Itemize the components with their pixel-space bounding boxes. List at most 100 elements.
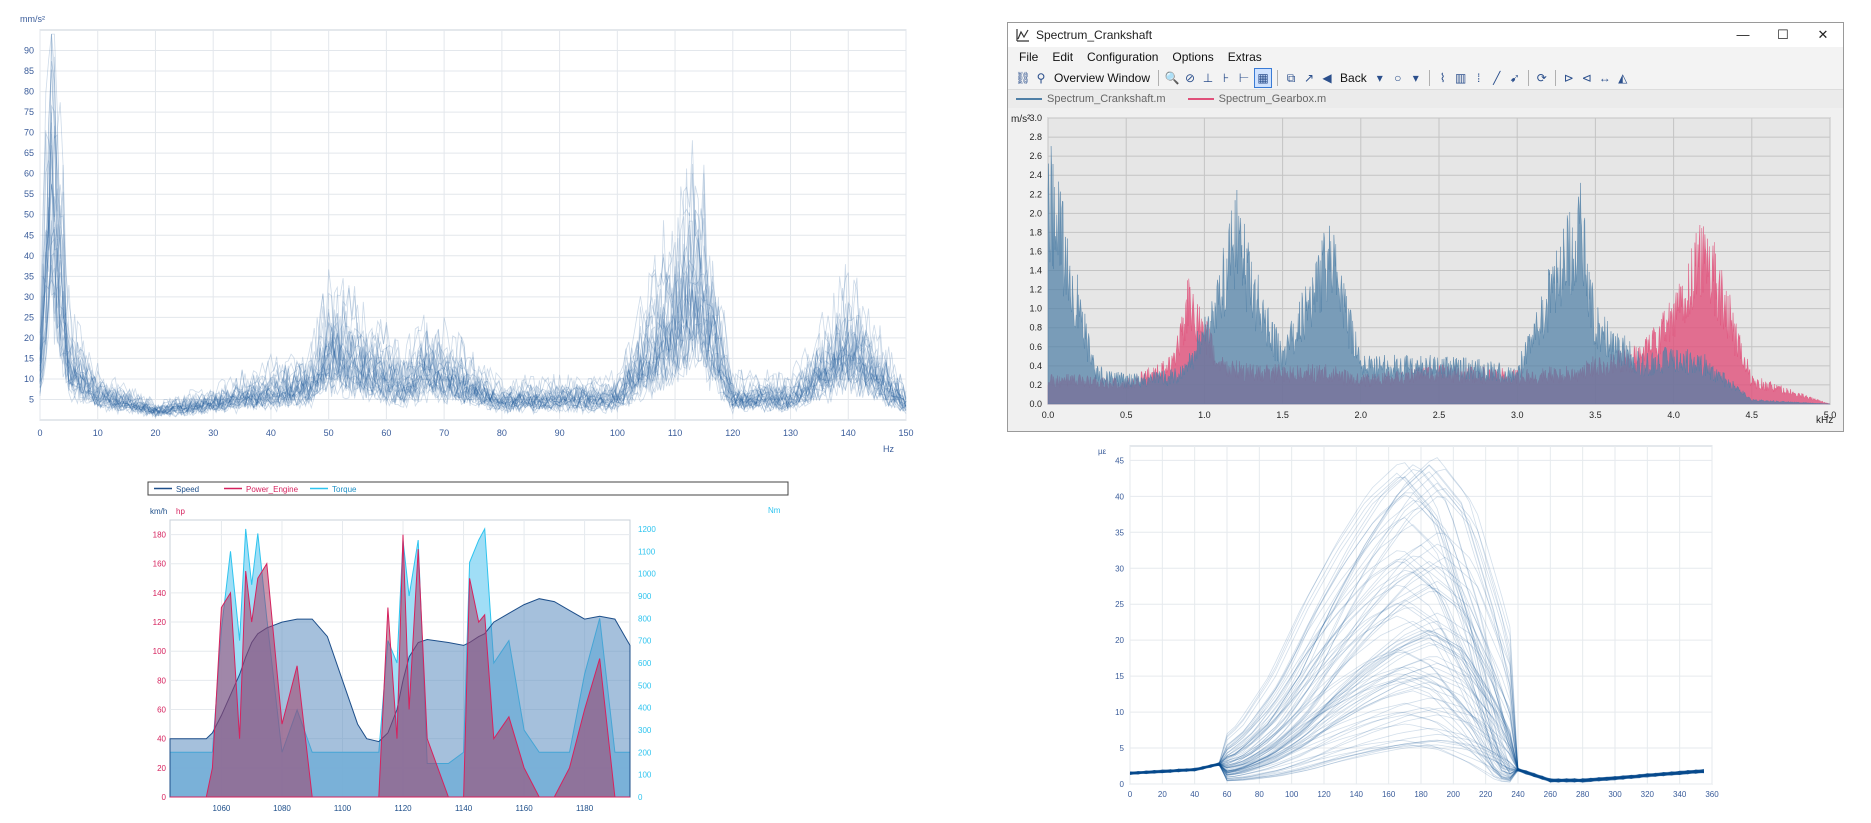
strain-trace <box>1129 637 1705 782</box>
strain-trace <box>1129 666 1704 782</box>
scale-icon[interactable]: ◭ <box>1618 71 1628 85</box>
x-tick-label: 140 <box>841 428 856 438</box>
strain-trace <box>1129 723 1705 782</box>
speed-tick-label: 60 <box>140 560 141 569</box>
cursor-icon[interactable]: ⁞ <box>1477 71 1481 85</box>
strain-trace <box>1129 507 1704 782</box>
close-button[interactable]: ✕ <box>1817 27 1829 42</box>
spectrum-plot-svg: mm/s² Hz 5 10 15 20 25 30 35 40 45 50 55 60 65 70 75 80… <box>20 14 914 454</box>
maximize-button[interactable]: ☐ <box>1777 27 1789 42</box>
strain-trace <box>1129 674 1704 783</box>
x-tick-label: 1180 <box>576 804 594 813</box>
x-tick-label: 1.0 <box>1198 410 1211 420</box>
overview-window-button[interactable]: Overview Window <box>1054 71 1151 85</box>
zoom-in-icon[interactable]: 🔍 <box>1164 71 1180 85</box>
axis-y-icon[interactable]: ⊦ <box>1222 71 1230 85</box>
x-unit-label: Hz <box>883 444 894 454</box>
x-tick-label: 10 <box>93 428 103 438</box>
x-tick-label: 90 <box>555 428 565 438</box>
back-arrow-icon[interactable]: ◀ <box>1322 71 1332 85</box>
chevron-down-icon[interactable]: ▾ <box>1376 71 1383 85</box>
y-tick-label: 85 <box>24 66 34 76</box>
menu-options[interactable]: Options <box>1172 50 1214 64</box>
strain-trace <box>1129 651 1704 783</box>
spectrum-trace <box>39 112 907 416</box>
y-tick-label: 90 <box>24 46 34 56</box>
spectrum-trace <box>39 185 907 416</box>
strain-trace <box>1129 482 1705 783</box>
y-tick-label: 55 <box>24 189 34 199</box>
spectrum-trace <box>39 233 907 417</box>
menu-extras[interactable]: Extras <box>1227 50 1262 64</box>
strain-trace <box>1129 615 1704 783</box>
y-tick-label: 2.2 <box>1029 189 1042 199</box>
zoom-reset-icon[interactable]: ⊘ <box>1185 71 1196 85</box>
spectrum-trace <box>39 226 907 417</box>
cursor-pair-icon[interactable]: ⚲ <box>1036 71 1046 85</box>
strain-trace <box>1129 740 1704 783</box>
back-button[interactable]: Back <box>1340 71 1367 85</box>
y-tick-label: 45 <box>1115 456 1124 465</box>
x-tick-label: 0.0 <box>1042 410 1055 420</box>
menu-configuration[interactable]: Configuration <box>1087 50 1159 64</box>
line-chart-icon[interactable]: ⌇ <box>1439 71 1446 85</box>
torque-tick-label: 700 <box>638 637 652 646</box>
strain-trace <box>1129 468 1704 783</box>
strain-trace <box>1129 678 1704 783</box>
spectrum-trace <box>39 102 907 411</box>
span-icon[interactable]: ↔ <box>1598 71 1611 85</box>
pointer-icon[interactable]: ➹ <box>1509 71 1520 85</box>
bar-chart-icon[interactable]: ▥ <box>1455 71 1467 85</box>
x-tick-label: 160 <box>1382 790 1396 799</box>
torque-tick-label: 1200 <box>638 525 656 534</box>
draw-line-icon[interactable]: ╱ <box>1493 71 1501 85</box>
forward-icon[interactable]: ○ <box>1394 71 1402 85</box>
crankshaft-spectrum-area <box>1047 146 1830 405</box>
spectrum-trace <box>39 197 907 416</box>
strain-trace <box>1129 532 1704 783</box>
marker-right-icon[interactable]: ⊲ <box>1581 71 1592 85</box>
y-tick-label: 20 <box>24 333 34 343</box>
legend-item-crankshaft[interactable]: Spectrum_Crankshaft.m <box>1016 93 1166 105</box>
spectrum-trace <box>39 145 907 414</box>
y-tick-label: 25 <box>1115 600 1124 609</box>
spectrum-trace <box>39 69 907 417</box>
grid-icon[interactable]: ▦ <box>1254 68 1273 88</box>
strain-trace <box>1130 558 1704 781</box>
strain-trace <box>1129 517 1704 783</box>
spectrum-trace <box>39 33 907 413</box>
strain-trace <box>1129 580 1704 782</box>
legend-item-gearbox[interactable]: Spectrum_Gearbox.m <box>1187 93 1326 105</box>
menu-edit[interactable]: Edit <box>1052 50 1074 64</box>
strain-trace <box>1130 471 1704 783</box>
strain-trace <box>1129 587 1704 782</box>
refresh-icon[interactable]: ⟳ <box>1536 71 1547 85</box>
spectrum-trace <box>39 104 907 413</box>
toolbar-separator <box>1428 70 1430 86</box>
y-tick-label: 1.6 <box>1029 246 1042 256</box>
power-tick-label: 100 <box>153 647 167 656</box>
strain-trace <box>1129 496 1704 783</box>
strain-trace <box>1129 475 1704 783</box>
chevron-down-icon[interactable]: ▾ <box>1412 71 1419 85</box>
axis-x-icon[interactable]: ⊥ <box>1202 71 1214 85</box>
torque-tick-label: 200 <box>638 748 652 757</box>
axis-fit-icon[interactable]: ⊢ <box>1238 71 1250 85</box>
export-icon[interactable]: ↗ <box>1304 71 1315 85</box>
y-tick-label: 70 <box>24 128 34 138</box>
legend-speed: Speed <box>176 485 199 494</box>
strain-trace <box>1129 494 1704 783</box>
minimize-button[interactable]: — <box>1736 27 1750 42</box>
x-tick-label: 0.5 <box>1120 410 1133 420</box>
strain-trace <box>1129 629 1705 783</box>
link-icon[interactable]: ⛓ <box>1015 71 1031 85</box>
copy-icon[interactable]: ⧉ <box>1286 70 1296 85</box>
marker-left-icon[interactable]: ⊳ <box>1563 71 1574 85</box>
menu-file[interactable]: File <box>1019 50 1039 64</box>
strain-trace <box>1129 569 1704 783</box>
x-tick-label: 220 <box>1479 790 1493 799</box>
toolbar-separator <box>1554 70 1556 86</box>
spectrum-trace <box>39 56 907 414</box>
y-unit-label: mm/s² <box>20 14 45 24</box>
x-tick-label: 1120 <box>394 804 412 813</box>
